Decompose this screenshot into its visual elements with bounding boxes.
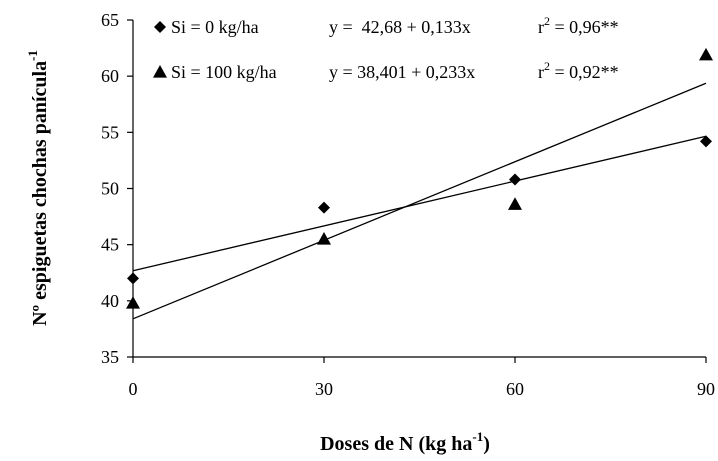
marker-triangle (126, 296, 140, 309)
y-axis-label: Nº espiguetas chochas panícula-1 (25, 50, 51, 326)
axes: 35 40 45 50 55 60 65 0 30 60 90 (101, 10, 715, 399)
y-axis-label-sup: -1 (25, 50, 40, 61)
x-axis-label-sup: -1 (472, 429, 483, 444)
r2-superscript: 2 (544, 14, 550, 28)
data-markers (126, 47, 713, 309)
y-tick-label: 60 (101, 66, 119, 86)
y-axis-label-text: Nº espiguetas chochas panícula (29, 61, 51, 326)
marker-diamond (318, 201, 330, 214)
legend-marker-triangle (153, 65, 167, 78)
x-tick-label: 0 (129, 379, 138, 399)
equation-series-1: y = 42,68 + 0,133x (329, 17, 471, 37)
r2-series-1: r2 = 0,96** (538, 14, 619, 37)
r2-prefix: r (538, 62, 544, 82)
marker-triangle (699, 47, 713, 61)
marker-triangle (508, 197, 522, 210)
r2-superscript: 2 (544, 59, 550, 73)
equation-series-2: y = 38,401 + 0,233x (329, 62, 475, 82)
r2-value: = 0,96** (550, 17, 619, 37)
y-tick-label: 55 (101, 122, 119, 142)
x-tick-label: 30 (315, 379, 333, 399)
fit-line-series-2 (132, 82, 707, 320)
x-tick-label: 90 (697, 379, 715, 399)
legend: Si = 0 kg/ha y = 42,68 + 0,133x r2 = 0,9… (153, 14, 619, 82)
y-tick-label: 35 (101, 347, 119, 367)
r2-series-2: r2 = 0,92** (538, 59, 619, 82)
marker-diamond (509, 173, 521, 186)
y-tick-label: 50 (101, 179, 119, 199)
fit-line-series-1 (132, 135, 707, 272)
legend-marker-diamond (154, 21, 166, 33)
fit-lines (132, 82, 707, 320)
y-tick-label: 45 (101, 235, 119, 255)
y-tick-label: 65 (101, 10, 119, 30)
marker-triangle (317, 232, 331, 245)
legend-label-series-2: Si = 100 kg/ha (171, 62, 277, 82)
r2-prefix: r (538, 17, 544, 37)
y-tick-label: 40 (101, 291, 119, 311)
legend-entry-series-2: Si = 100 kg/ha y = 38,401 + 0,233x r2 = … (153, 59, 619, 82)
x-tick-label: 60 (506, 379, 524, 399)
x-axis-label-text: Doses de N (kg ha (320, 433, 472, 455)
marker-diamond (700, 135, 712, 148)
legend-label-series-1: Si = 0 kg/ha (171, 17, 259, 37)
marker-diamond (127, 272, 139, 285)
x-axis-label: Doses de N (kg ha-1) (320, 429, 490, 455)
legend-entry-series-1: Si = 0 kg/ha y = 42,68 + 0,133x r2 = 0,9… (154, 14, 619, 37)
x-axis-label-end: ) (483, 433, 490, 455)
r2-value: = 0,92** (550, 62, 619, 82)
